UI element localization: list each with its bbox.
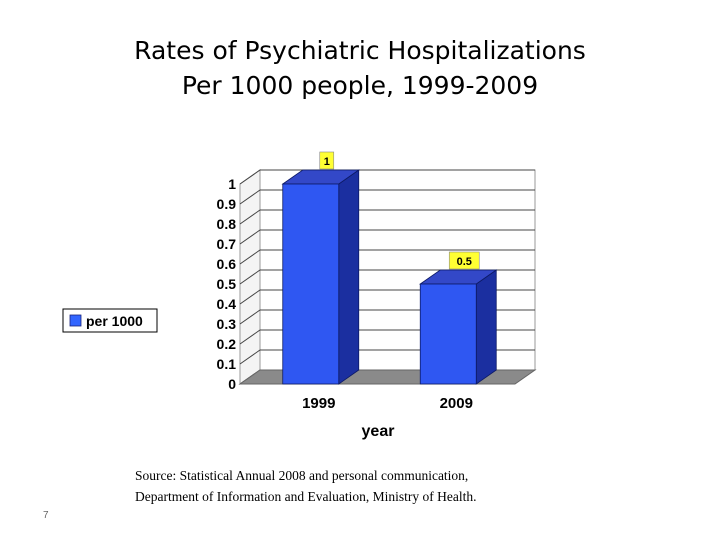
y-tick-label: 0.2 [217,336,237,352]
slide-number: 7 [43,510,49,521]
x-tick-label: 2009 [440,395,473,412]
legend-swatch [69,314,82,327]
legend-box [62,308,158,333]
y-tick-label: 0 [228,376,236,392]
y-tick-label: 0.1 [217,356,237,372]
source-note: Source: Statistical Annual 2008 and pers… [135,466,655,508]
legend-label: per 1000 [86,313,143,329]
data-label: 1 [324,156,330,168]
y-tick-label: 0.4 [217,296,237,312]
x-axis-label: year [362,423,395,440]
title-line-1: Rates of Psychiatric Hospitalizations [134,36,586,65]
y-tick-label: 0.7 [217,236,237,252]
y-tick-label: 0.9 [217,196,237,212]
y-tick-label: 0.3 [217,316,237,332]
gridline [239,189,535,205]
y-tick-label: 0.5 [217,276,237,292]
y-tick-label: 0.8 [217,216,237,232]
x-tick-label: 1999 [302,395,335,412]
data-label: 0.5 [457,256,472,268]
gridline [239,209,535,225]
source-line-2: Department of Information and Evaluation… [135,488,477,504]
bar-side [338,169,360,385]
slide-title: Rates of Psychiatric Hospitalizations Pe… [60,34,660,103]
gridline [239,169,535,185]
gridline [239,249,535,265]
bar-2009 [419,283,477,385]
bar-side [475,269,497,385]
data-label-box [319,151,335,170]
bar-1999 [282,183,340,385]
data-label-box [448,251,480,270]
y-tick-label: 0.6 [217,256,237,272]
gridline [239,229,535,245]
y-tick-label: 1 [228,176,236,192]
source-line-1: Source: Statistical Annual 2008 and pers… [135,468,469,483]
title-line-2: Per 1000 people, 1999-2009 [181,70,539,100]
